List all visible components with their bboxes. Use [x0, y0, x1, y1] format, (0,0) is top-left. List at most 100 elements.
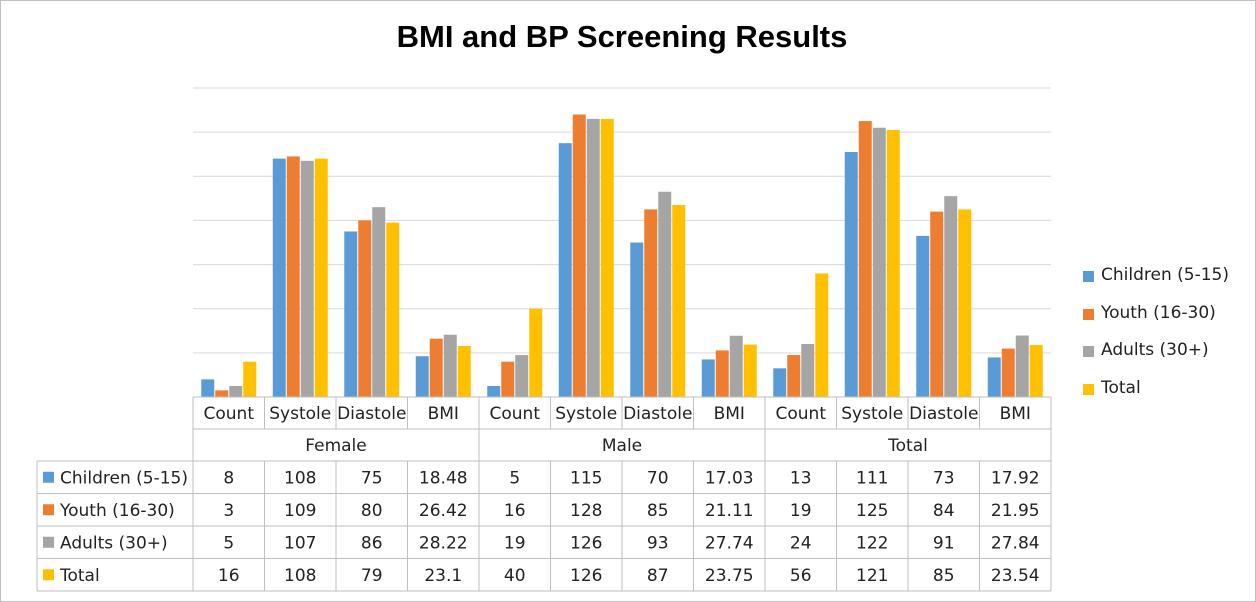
data-label: 75: [361, 468, 383, 488]
x-tick-label: Count: [204, 404, 255, 424]
legend-label: Total: [1101, 377, 1141, 398]
data-label: 16: [218, 566, 240, 586]
table-series-label: Total: [59, 566, 100, 586]
bar-adults-30: [944, 196, 958, 397]
data-label: 108: [284, 566, 316, 586]
bar-children-5-15: [987, 357, 1001, 397]
x-tick-label: Count: [776, 404, 827, 424]
bar-total: [600, 118, 614, 398]
data-label: 21.95: [991, 501, 1040, 521]
data-label: 109: [284, 501, 316, 521]
bar-total: [1029, 345, 1043, 397]
bar-children-5-15: [701, 359, 715, 397]
bar-total: [886, 129, 900, 397]
legend-swatch: [1083, 346, 1094, 357]
data-label: 125: [856, 501, 888, 521]
bar-children-5-15: [916, 235, 930, 397]
data-label: 126: [570, 566, 602, 586]
bar-adults-30: [372, 207, 386, 397]
table-series-key: [43, 471, 54, 483]
data-label: 91: [933, 533, 955, 553]
legend-label: Children (5-15): [1101, 265, 1229, 285]
bar-youth-16-30: [429, 338, 443, 397]
data-label: 19: [790, 501, 812, 521]
legend-item: Children (5-15): [1083, 265, 1229, 303]
table-series-key: [43, 504, 54, 516]
bar-youth-16-30: [286, 156, 300, 397]
data-label: 80: [361, 501, 383, 521]
bar-total: [314, 158, 328, 397]
bar-youth-16-30: [930, 211, 944, 397]
data-label: 24: [790, 533, 812, 553]
legend-label: Adults (30+): [1101, 340, 1209, 360]
bar-youth-16-30: [501, 361, 515, 397]
bar-children-5-15: [487, 385, 501, 397]
table-series-key: [43, 536, 54, 548]
bar-total: [243, 361, 257, 397]
data-label: 87: [647, 566, 669, 586]
data-label: 93: [647, 533, 669, 553]
data-label: 5: [509, 468, 520, 488]
bar-children-5-15: [558, 143, 572, 397]
data-label: 79: [361, 566, 383, 586]
bar-adults-30: [229, 385, 243, 397]
table-series-key: [43, 569, 54, 581]
bar-adults-30: [872, 127, 886, 397]
data-label: 3: [223, 501, 234, 521]
data-label: 85: [933, 566, 955, 586]
data-label: 8: [223, 468, 234, 488]
x-tick-label: Systole: [269, 404, 331, 424]
legend-label: Youth (16-30): [1101, 302, 1216, 323]
data-label: 13: [790, 468, 812, 488]
bar-youth-16-30: [358, 220, 372, 397]
data-label: 111: [856, 468, 888, 488]
bar-youth-16-30: [572, 114, 586, 397]
data-label: 26.42: [419, 501, 468, 521]
data-label: 126: [570, 533, 602, 553]
bar-children-5-15: [773, 368, 787, 397]
data-label: 56: [790, 566, 812, 586]
bar-children-5-15: [415, 356, 429, 397]
x-tick-label: BMI: [428, 404, 459, 424]
bar-total: [815, 273, 829, 397]
bar-adults-30: [658, 191, 672, 397]
bar-youth-16-30: [787, 355, 801, 397]
data-label: 84: [933, 501, 955, 521]
data-label: 73: [933, 468, 955, 488]
bar-adults-30: [300, 160, 314, 397]
data-label: 23.1: [424, 566, 462, 586]
bar-adults-30: [729, 335, 743, 397]
bar-adults-30: [586, 118, 600, 398]
bar-adults-30: [801, 344, 815, 397]
data-label: 27.84: [991, 533, 1040, 553]
bar-adults-30: [443, 334, 457, 397]
data-label: 28.22: [419, 533, 468, 553]
bar-total: [672, 204, 686, 397]
legend-swatch: [1083, 308, 1094, 320]
data-label: 86: [361, 533, 383, 553]
bar-children-5-15: [630, 242, 644, 397]
legend-item: Adults (30+): [1083, 340, 1229, 378]
data-label: 18.48: [419, 468, 468, 488]
x-tick-label: Systole: [555, 404, 617, 424]
legend-swatch: [1083, 383, 1094, 395]
x-tick-label: Systole: [841, 404, 903, 424]
table-series-label: Youth (16-30): [59, 501, 175, 521]
data-label: 27.74: [705, 533, 754, 553]
bar-children-5-15: [344, 231, 358, 397]
bar-youth-16-30: [644, 209, 658, 397]
group-label: Total: [887, 436, 928, 456]
data-label: 121: [856, 566, 888, 586]
data-label: 17.92: [991, 468, 1040, 488]
bar-children-5-15: [844, 152, 858, 397]
data-label: 23.54: [991, 566, 1040, 586]
legend-item: Youth (16-30): [1083, 303, 1229, 341]
data-label: 85: [647, 501, 669, 521]
x-tick-label: BMI: [1000, 404, 1031, 424]
legend-item: Total: [1083, 378, 1229, 416]
x-tick-label: Diastole: [623, 404, 692, 424]
bar-total: [743, 344, 757, 397]
data-label: 19: [504, 533, 526, 553]
